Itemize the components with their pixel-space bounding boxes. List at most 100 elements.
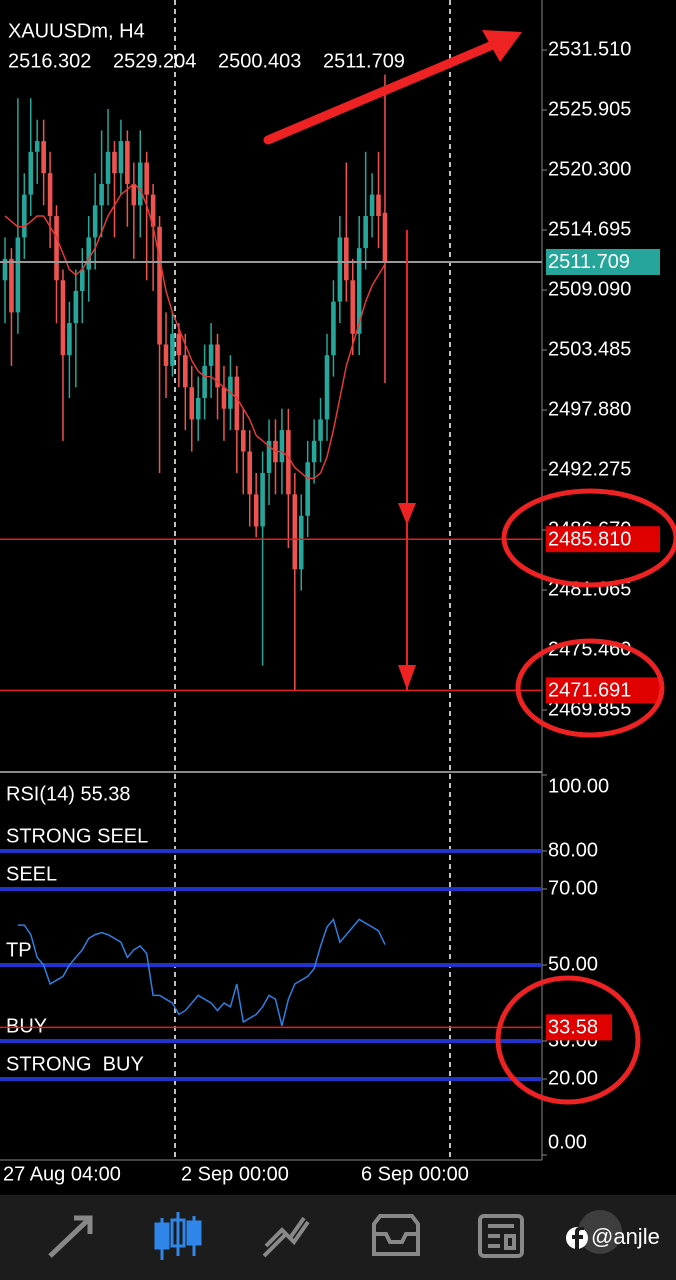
rsi-marker-label: 33.58 <box>548 1017 598 1039</box>
candle-body <box>331 301 336 356</box>
x-tick-label: 27 Aug 04:00 <box>3 1163 121 1185</box>
news-tab[interactable] <box>478 1214 524 1258</box>
y-tick-label: 50.00 <box>548 953 598 975</box>
candle-body <box>253 494 259 527</box>
candle-body <box>350 280 356 334</box>
highlight-circle <box>515 638 665 738</box>
candle-body <box>28 151 34 195</box>
candle-body <box>363 216 368 249</box>
news-icon <box>478 1214 524 1258</box>
trade-tab[interactable] <box>262 1216 310 1258</box>
rsi-marker-box <box>546 1014 612 1041</box>
watermark: @anjle <box>591 1224 660 1249</box>
symbol-title: XAUUSDm, H4 <box>8 20 145 42</box>
candle-body <box>144 162 149 195</box>
candle-body <box>247 451 253 495</box>
candle-body <box>118 141 124 174</box>
candle-body <box>183 355 188 388</box>
candle-body <box>369 194 375 217</box>
candle-body <box>292 494 298 570</box>
candle-body <box>279 430 285 463</box>
rsi-title: RSI(14) 55.38 <box>6 783 131 805</box>
history-icon <box>372 1214 420 1256</box>
price-label: 2485.810 <box>548 528 631 550</box>
x-tick-label: 2 Sep 00:00 <box>181 1163 289 1185</box>
plot-layer: 2531.510 2525.905 2520.300 2514.695 2509.090… <box>0 38 660 1185</box>
rsi-level-name: STRONG BUY <box>6 1053 144 1075</box>
candle-body <box>41 141 46 174</box>
x-tick-label: 6 Sep 00:00 <box>361 1163 469 1185</box>
candle-body <box>189 387 195 420</box>
candle-body <box>15 237 21 313</box>
news-icon <box>488 1224 516 1250</box>
arrow-head <box>398 503 416 525</box>
quotes-tab[interactable] <box>48 1215 93 1258</box>
candle-body <box>79 269 85 291</box>
candle-body <box>195 398 201 420</box>
rsi-level-name: SEEL <box>6 863 57 885</box>
ohlc-low: 2500.403 <box>218 50 301 72</box>
ohlc-close: 2511.709 <box>323 50 405 72</box>
y-tick-label: 2503.485 <box>548 338 631 360</box>
y-tick-label: 2492.275 <box>548 458 631 480</box>
candle-body <box>105 151 111 184</box>
y-tick-label: 2509.090 <box>548 278 631 300</box>
ohlc-open: 2516.302 <box>8 50 91 72</box>
candle-body <box>202 365 207 399</box>
candle-body <box>99 183 104 206</box>
facebook-f <box>572 1227 584 1249</box>
candle-body <box>9 258 14 313</box>
annotation-circles <box>495 488 676 1105</box>
candle-body <box>125 141 130 184</box>
candle-body <box>157 226 162 345</box>
rsi-level-name: STRONG SEEL <box>6 825 148 847</box>
candle-body <box>67 323 72 356</box>
candle-body <box>305 462 310 516</box>
candle-body <box>344 237 349 281</box>
chart-icon <box>186 1220 202 1246</box>
candle-body <box>163 344 169 366</box>
candle-body <box>234 376 240 431</box>
candle-body <box>137 162 143 206</box>
rsi-level-name: TP <box>6 939 32 961</box>
price-label: 2511.709 <box>548 251 630 273</box>
trend-arrow <box>263 39 500 145</box>
y-tick-label: 20.00 <box>548 1067 598 1089</box>
candle-body <box>311 440 317 463</box>
history-tab[interactable] <box>372 1214 420 1256</box>
candle-body <box>286 430 291 495</box>
candle-body <box>208 344 214 366</box>
y-tick-label: 2497.880 <box>548 398 631 420</box>
candle-body <box>382 212 388 262</box>
candle-body <box>2 258 8 281</box>
trade-icon <box>262 1216 310 1258</box>
arrow-head <box>398 665 416 690</box>
chart-background <box>0 0 676 1195</box>
bottom-toolbar <box>0 1195 676 1280</box>
candle-body <box>170 333 175 366</box>
y-tick-label: 2520.300 <box>548 158 631 180</box>
candle-body <box>298 515 304 570</box>
candle-body <box>86 237 92 270</box>
candle-body <box>337 237 343 302</box>
candle-body <box>240 430 246 452</box>
price-label-box <box>546 677 660 704</box>
arrow-head <box>482 30 522 62</box>
candle-body <box>260 472 265 527</box>
candle-body <box>34 141 40 152</box>
price-label-box <box>546 248 660 275</box>
y-tick-label: 100.00 <box>548 775 609 797</box>
rsi-line <box>17 917 386 1026</box>
highlight-circle <box>495 975 641 1105</box>
chart-tab[interactable] <box>154 1212 202 1260</box>
price-label: 2471.691 <box>548 680 631 702</box>
moving-average <box>4 182 386 480</box>
ohlc-high: 2529.204 <box>113 50 196 72</box>
y-tick-label: 2469.855 <box>548 698 631 720</box>
candle-body <box>221 387 227 409</box>
candle-body <box>176 333 182 356</box>
chart-icon <box>170 1218 186 1248</box>
price-label-box <box>546 526 660 553</box>
